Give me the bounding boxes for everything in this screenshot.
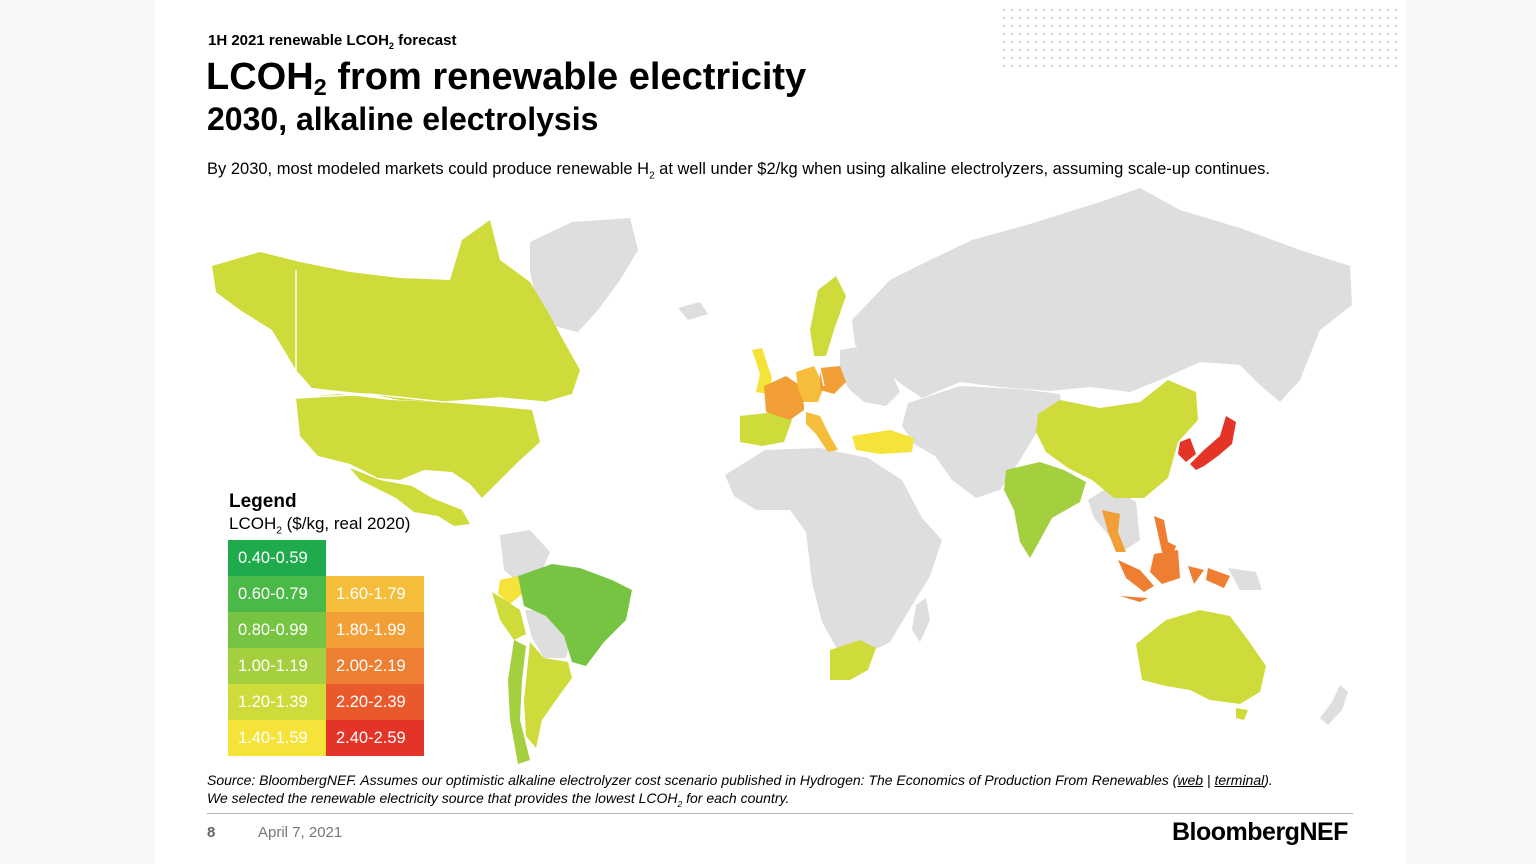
lede-text: By 2030, most modeled markets could prod… — [207, 160, 1270, 182]
legend-title: Legend — [229, 491, 297, 512]
region-philippines — [1154, 516, 1176, 558]
border-usa-canada — [295, 393, 545, 403]
page-title: LCOH2 from renewable electricity — [206, 56, 807, 100]
region-chile — [508, 640, 530, 764]
region-argentina — [524, 642, 572, 748]
legend-bin-5: 1.40-1.59 — [228, 720, 326, 756]
footer-divider — [207, 813, 1353, 814]
region-australia — [1136, 610, 1266, 704]
eastern-europe — [840, 346, 900, 406]
madagascar — [912, 598, 930, 642]
borders — [295, 270, 825, 413]
terminal-link[interactable]: terminal — [1214, 772, 1265, 788]
region-peru — [492, 592, 526, 640]
legend-bin-10: 2.40-2.59 — [326, 720, 424, 756]
no-data-land — [500, 188, 1352, 725]
legend-bin-6: 1.60-1.79 — [326, 576, 424, 612]
region-thailand — [1102, 510, 1126, 552]
greenland — [530, 218, 638, 332]
region-south-korea — [1178, 438, 1196, 462]
region-france — [764, 376, 804, 420]
region-poland — [820, 366, 846, 394]
new-zealand — [1320, 685, 1348, 725]
legend-bin-3: 1.00-1.19 — [228, 648, 326, 684]
region-germany — [796, 366, 824, 402]
region-italy — [806, 412, 838, 452]
source-note: Source: BloombergNEF. Assumes our optimi… — [207, 772, 1273, 809]
web-link[interactable]: web — [1177, 772, 1204, 788]
region-south-africa — [830, 640, 876, 680]
bloombergnef-logo: BloombergNEF — [1172, 818, 1348, 846]
kicker: 1H 2021 renewable LCOH2 forecast — [208, 32, 457, 51]
region-turkey — [852, 430, 914, 454]
legend-bin-9: 2.20-2.39 — [326, 684, 424, 720]
legend-bin-8: 2.00-2.19 — [326, 648, 424, 684]
region-uk — [752, 348, 772, 394]
region-japan — [1190, 416, 1236, 470]
legend-unit: LCOH2 ($/kg, real 2020) — [229, 514, 411, 537]
border-europe — [785, 367, 825, 413]
dot-pattern-decoration — [1000, 6, 1402, 68]
footer-date: April 7, 2021 — [258, 824, 343, 841]
south-america-north — [500, 530, 550, 582]
region-china — [1036, 380, 1198, 498]
region-colombia — [498, 576, 522, 604]
central-asia-middle-east — [902, 386, 1062, 498]
right-margin — [1406, 0, 1536, 864]
legend-bin-2: 0.80-0.99 — [228, 612, 326, 648]
region-tasmania — [1236, 708, 1248, 720]
world-map — [212, 188, 1352, 764]
region-usa — [296, 394, 540, 498]
legend-bin-0: 0.40-0.59 — [228, 540, 326, 576]
region-canada — [212, 220, 580, 402]
data-regions — [212, 220, 1266, 764]
page-subtitle: 2030, alkaline electrolysis — [207, 101, 599, 137]
legend-bin-4: 1.20-1.39 — [228, 684, 326, 720]
page-number: 8 — [207, 824, 216, 841]
region-brazil — [518, 564, 632, 666]
left-margin — [0, 0, 155, 864]
region-sweden — [810, 276, 846, 356]
region-mexico — [350, 468, 470, 526]
region-indonesia — [1118, 550, 1230, 602]
region-spain — [740, 412, 792, 446]
png — [1228, 568, 1262, 590]
iceland — [678, 302, 708, 320]
region-india — [1004, 462, 1086, 558]
legend-bin-1: 0.60-0.79 — [228, 576, 326, 612]
legend-bin-7: 1.80-1.99 — [326, 612, 424, 648]
russia — [852, 188, 1352, 402]
africa — [725, 448, 942, 654]
